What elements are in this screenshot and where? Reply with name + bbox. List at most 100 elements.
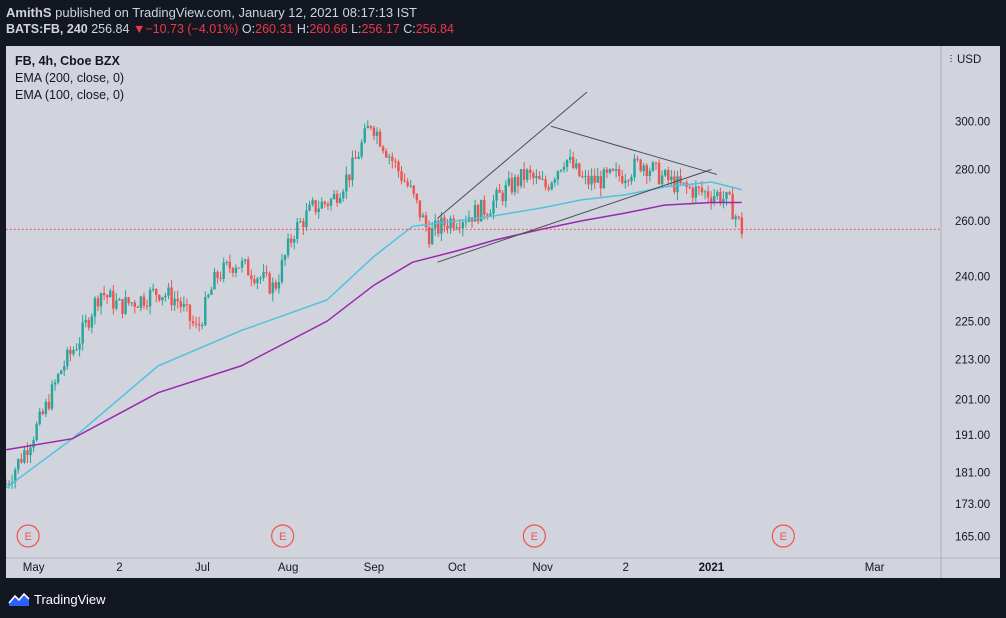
candle — [381, 145, 385, 154]
candle — [685, 179, 688, 195]
candle — [492, 194, 495, 220]
candle — [529, 165, 532, 180]
candle — [323, 200, 327, 208]
candle — [50, 380, 54, 411]
earnings-label: E — [24, 531, 31, 543]
candle — [182, 296, 186, 312]
candle — [575, 158, 578, 171]
candle — [311, 197, 314, 207]
candle — [636, 155, 639, 163]
candle — [102, 285, 106, 301]
chart-area[interactable]: 165.00 173.00 181.00 191.00 201.00 213.00 225.… — [6, 46, 1000, 578]
candle — [118, 297, 121, 301]
earnings-marker[interactable]: E — [771, 524, 795, 548]
candle — [243, 258, 247, 265]
candle — [23, 446, 26, 464]
price-tick-label: 191.00 — [955, 430, 990, 442]
low-label: L: — [351, 22, 362, 36]
candle — [216, 270, 219, 284]
candle — [660, 170, 664, 188]
candle — [627, 178, 630, 187]
candle — [247, 256, 250, 276]
candle — [498, 183, 501, 193]
candle — [507, 170, 511, 188]
candle — [430, 221, 434, 245]
price-tick-label: 225.00 — [955, 316, 990, 328]
candle — [204, 291, 207, 327]
legend-title[interactable]: FB, 4h, Cboe BZX — [15, 54, 120, 68]
candle — [41, 408, 44, 416]
earnings-label: E — [531, 531, 538, 543]
quote-line: BATS:FB, 240 256.84 ▼−10.73 (−4.01%) O:2… — [6, 22, 454, 36]
candle — [617, 164, 621, 182]
candle — [38, 407, 41, 426]
candle — [335, 189, 339, 207]
candle — [299, 217, 302, 223]
tradingview-brand[interactable]: TradingView — [34, 592, 106, 607]
author-name[interactable]: AmithS — [6, 5, 52, 20]
candles-group — [6, 120, 744, 489]
candle — [587, 170, 590, 190]
candle — [72, 346, 75, 357]
candle — [237, 267, 241, 269]
candle — [624, 173, 627, 189]
candle — [332, 189, 336, 200]
tradingview-logo-icon[interactable] — [8, 592, 30, 608]
candle — [194, 316, 198, 329]
candle — [105, 294, 109, 304]
candle — [412, 184, 415, 198]
candle — [633, 154, 636, 182]
candle — [572, 151, 575, 170]
candle — [130, 301, 133, 307]
candle — [519, 169, 523, 189]
candle — [78, 337, 81, 357]
candle — [225, 260, 228, 266]
legend-ema200[interactable]: EMA (200, close, 0) — [15, 71, 125, 85]
time-tick-label: Mar — [865, 562, 885, 574]
candle — [10, 474, 14, 489]
earnings-marker[interactable]: E — [271, 524, 295, 548]
candle — [602, 167, 606, 189]
candle — [256, 276, 259, 290]
candle — [415, 193, 419, 204]
candle — [201, 322, 204, 330]
candle — [526, 168, 529, 183]
candle — [384, 148, 388, 159]
candle — [342, 188, 345, 202]
trendline-1 — [437, 91, 588, 219]
candle — [599, 170, 602, 197]
candle — [7, 480, 11, 489]
candle — [265, 265, 268, 277]
candle — [421, 212, 425, 218]
candle — [544, 175, 547, 191]
candle — [259, 276, 262, 284]
candle — [59, 369, 63, 375]
candle — [115, 293, 118, 311]
candle — [17, 458, 20, 474]
time-tick-label: 2021 — [699, 562, 725, 574]
candle — [231, 266, 235, 277]
candle — [541, 171, 544, 181]
candle — [253, 274, 256, 286]
candle — [630, 174, 633, 185]
legend-ema100[interactable]: EMA (100, close, 0) — [15, 88, 125, 102]
candle — [651, 160, 655, 173]
candle — [734, 214, 737, 228]
candle — [296, 217, 299, 244]
candle — [648, 167, 652, 182]
candle — [489, 209, 492, 216]
price-chart[interactable]: 165.00 173.00 181.00 191.00 201.00 213.00 225.… — [6, 46, 1000, 578]
candle — [112, 284, 115, 315]
candle — [308, 200, 311, 212]
candle — [69, 346, 72, 362]
candle — [63, 360, 66, 376]
candle — [314, 199, 317, 215]
candle — [351, 150, 354, 187]
candle — [121, 299, 124, 319]
earnings-marker[interactable]: E — [16, 524, 40, 548]
earnings-marker[interactable]: E — [522, 524, 546, 548]
candle — [443, 214, 446, 233]
candle — [219, 271, 222, 282]
candle — [452, 214, 455, 232]
candle — [403, 173, 406, 183]
